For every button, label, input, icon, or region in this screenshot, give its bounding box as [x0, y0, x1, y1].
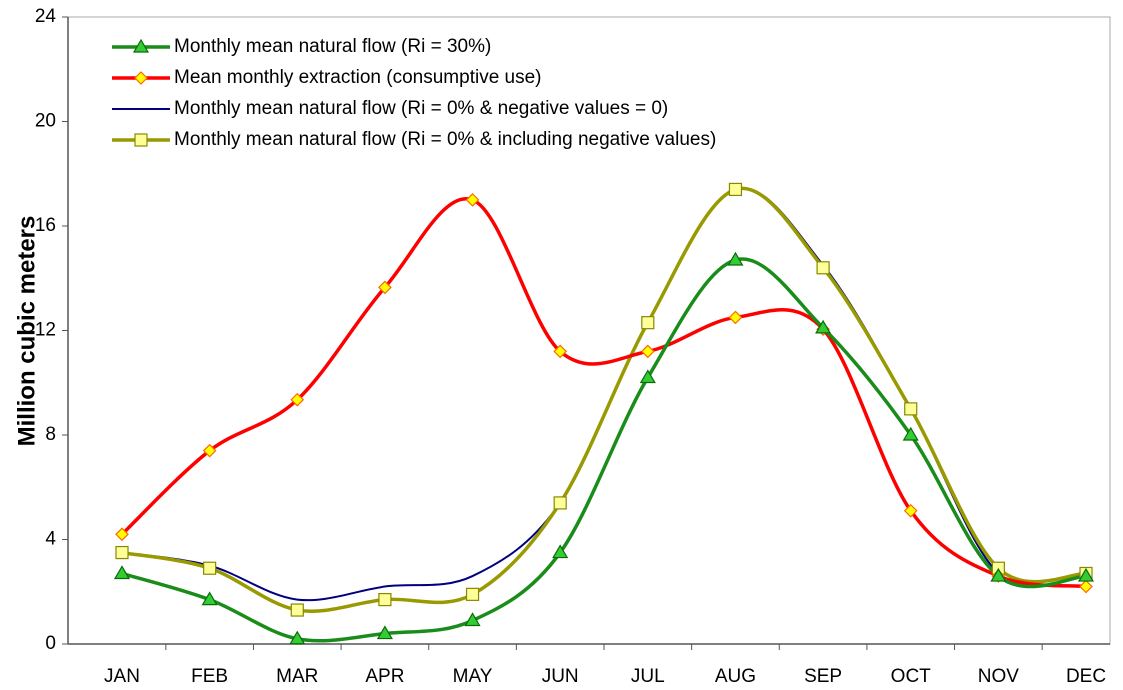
x-tick-label: OCT [891, 666, 932, 687]
marker [640, 344, 655, 359]
marker [990, 567, 1007, 582]
marker [378, 592, 392, 607]
marker [903, 503, 918, 518]
marker [641, 316, 655, 330]
marker [553, 496, 567, 510]
marker [290, 603, 304, 617]
marker [465, 193, 480, 207]
y-tick-label: 0 [45, 633, 56, 654]
marker [115, 545, 129, 560]
legend-marker [134, 133, 148, 147]
legend-label: Monthly mean natural flow (Ri = 30%) [174, 36, 491, 57]
y-tick-label: 8 [45, 424, 56, 445]
x-tick-label: NOV [978, 666, 1020, 687]
x-tick-label: JUL [631, 666, 665, 687]
y-tick-label: 24 [35, 6, 57, 27]
x-tick-label: DEC [1066, 666, 1106, 687]
series-line [121, 187, 1087, 602]
legend-marker [132, 38, 150, 53]
y-tick-label: 20 [35, 111, 56, 132]
marker [465, 587, 480, 601]
marker [815, 319, 832, 334]
marker [728, 310, 743, 325]
x-tick-label: MAR [276, 666, 318, 687]
marker [202, 443, 217, 458]
marker [115, 527, 129, 542]
marker [727, 251, 744, 266]
x-tick-label: AUG [715, 666, 756, 687]
marker [290, 392, 305, 407]
y-tick-label: 4 [45, 529, 56, 550]
marker [552, 544, 569, 559]
x-tick-label: SEP [804, 666, 842, 687]
x-tick-label: APR [365, 666, 404, 687]
y-axis-label: Million cubic meters [13, 216, 40, 447]
marker [1077, 567, 1095, 582]
x-tick-label: JAN [104, 666, 140, 687]
legend-marker [134, 71, 148, 85]
marker [902, 426, 919, 441]
legend-label: Monthly mean natural flow (Ri = 0% & inc… [174, 129, 716, 150]
marker [113, 565, 131, 580]
marker [904, 402, 918, 416]
marker [1079, 579, 1093, 594]
series-line [121, 257, 1087, 643]
marker [816, 261, 830, 275]
marker [464, 612, 481, 627]
marker [728, 182, 743, 197]
x-tick-label: JUN [542, 666, 579, 687]
y-tick-label: 12 [35, 320, 56, 341]
marker [639, 369, 656, 384]
marker [553, 344, 568, 359]
legend-label: Mean monthly extraction (consumptive use… [174, 67, 542, 88]
marker [378, 280, 392, 295]
legend-label: Monthly mean natural flow (Ri = 0% & neg… [174, 98, 668, 119]
y-tick-label: 16 [35, 215, 56, 236]
series-line [120, 196, 1087, 589]
marker [289, 630, 306, 645]
x-tick-label: FEB [191, 666, 228, 687]
x-tick-label: MAY [453, 666, 493, 687]
marker [201, 591, 218, 606]
marker [376, 625, 393, 640]
series-line [121, 186, 1087, 613]
marker [203, 561, 217, 575]
